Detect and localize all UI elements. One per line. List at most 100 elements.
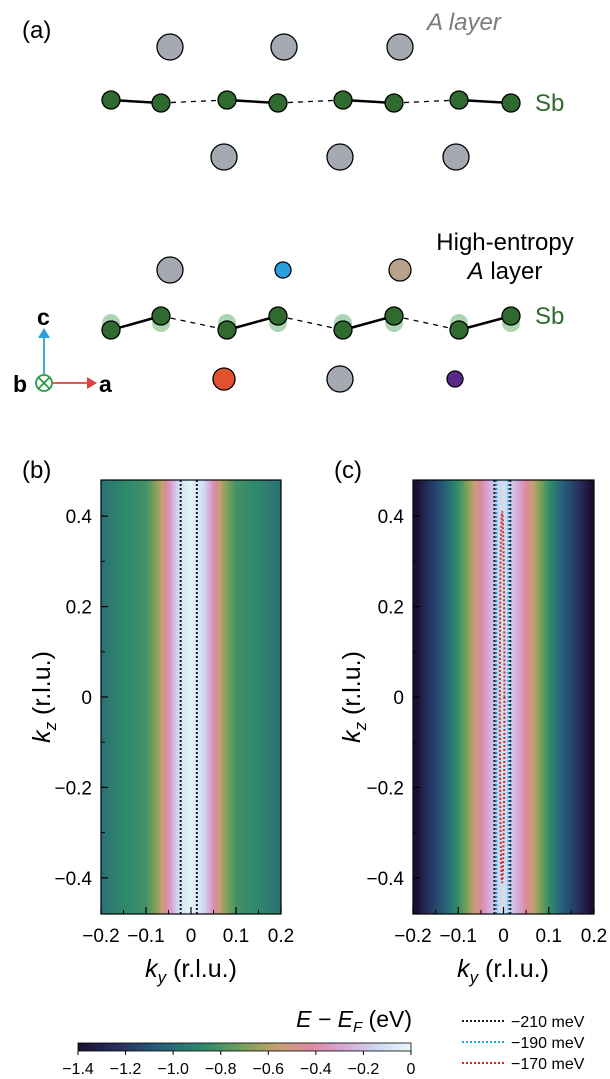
heatmap-cell <box>518 480 521 914</box>
heatmap-cell <box>177 480 180 914</box>
heatmap-cell <box>488 480 491 914</box>
heatmap-cell <box>126 480 129 914</box>
colorbar-tick-label: −0.4 <box>300 1061 332 1078</box>
heatmap-cell <box>254 480 257 914</box>
heatmap-cell <box>533 480 536 914</box>
heatmap-cell <box>173 480 176 914</box>
heatmap-cell <box>527 480 530 914</box>
heatmap-cell <box>150 480 153 914</box>
sb-atom <box>217 90 237 110</box>
heatmap-cell <box>590 480 594 914</box>
tan-atom <box>388 258 412 282</box>
legend-label: −210 meV <box>511 1014 585 1031</box>
heatmap-cell <box>215 480 218 914</box>
colorbar-tick-label: 0 <box>407 1061 416 1078</box>
heatmap-cell <box>477 480 480 914</box>
colorbar-tick-label: −1.2 <box>110 1061 142 1078</box>
heatmap-cell <box>170 480 173 914</box>
colorbar-ticks: −1.4 −1.2 −1.0 −0.8 −0.6 −0.4 −0.2 0 <box>62 1051 416 1078</box>
heatmap-cell <box>159 480 162 914</box>
heatmap-cell <box>420 480 423 914</box>
heatmap-cell <box>511 480 514 914</box>
heatmap-cell <box>530 480 533 914</box>
heatmap-cell <box>252 480 255 914</box>
heatmap-cell <box>446 480 449 914</box>
axis-b-label: b <box>13 371 27 397</box>
heatmap-cell <box>438 480 441 914</box>
heatmap-cell <box>462 480 465 914</box>
heatmap-cell <box>132 480 135 914</box>
sb-atom <box>333 320 353 340</box>
heatmap-cell <box>512 480 515 914</box>
heatmap-cell <box>432 480 435 914</box>
heatmap-cell <box>566 480 569 914</box>
x-tick-label: −0.1 <box>127 926 165 947</box>
heatmap-cell <box>201 480 204 914</box>
heatmap-cell <box>228 480 231 914</box>
heatmap-cell <box>269 480 272 914</box>
y-tick-label: 0.4 <box>66 507 93 528</box>
heatmap-cell <box>189 480 192 914</box>
heatmap-cell <box>210 480 213 914</box>
axis-a-label: a <box>99 371 112 397</box>
heatmap-cell <box>182 480 185 914</box>
he-atoms-upper <box>156 256 412 284</box>
heatmap-cell <box>192 480 195 914</box>
x-tick-label: 0.1 <box>536 926 562 947</box>
heatmap-cell <box>134 480 137 914</box>
heatmap-cell <box>204 480 207 914</box>
heatmap-cell <box>107 480 110 914</box>
heatmap-cell <box>234 480 237 914</box>
heatmap-cell <box>458 480 461 914</box>
sb-label-bottom: Sb <box>535 303 564 330</box>
heatmap-cell <box>562 480 565 914</box>
heatmap-cell <box>141 480 144 914</box>
heatmap-cell <box>257 480 260 914</box>
heatmap-cell <box>554 480 557 914</box>
heatmap-cell <box>521 480 524 914</box>
heatmap-cell <box>532 480 535 914</box>
heatmap-cell <box>426 480 429 914</box>
heatmap-cell <box>568 480 571 914</box>
he-atoms-lower <box>212 365 464 393</box>
heatmap-cell <box>565 480 568 914</box>
small-purple-atom <box>446 370 464 388</box>
top-a-atoms-upper <box>156 33 414 61</box>
heatmap-cell <box>542 480 545 914</box>
heatmap-cell <box>206 480 209 914</box>
sb-atom <box>217 320 237 340</box>
heatmap-cell <box>592 480 594 914</box>
heatmap-cell <box>165 480 168 914</box>
heatmap-cell <box>545 480 548 914</box>
colorbar-label: E − EF (eV) <box>296 1006 412 1036</box>
heatmap-cell <box>471 480 474 914</box>
heatmap-cell <box>467 480 470 914</box>
heatmap-cell <box>441 480 444 914</box>
heatmap-cell <box>485 480 488 914</box>
heatmap-cell <box>422 480 425 914</box>
x-tick-label: 0 <box>498 926 509 947</box>
heatmap-cell <box>461 480 464 914</box>
heatmap-cell <box>146 480 149 914</box>
heatmap-cell <box>419 480 422 914</box>
colorbar-gradient <box>77 1042 412 1052</box>
heatmap-cell <box>449 480 452 914</box>
heatmap-cell <box>255 480 258 914</box>
heatmap-cell <box>243 480 246 914</box>
y-tick-label: −0.2 <box>54 778 92 799</box>
small-cyan-atom <box>274 261 292 279</box>
panel-c-label: (c) <box>334 457 362 484</box>
heatmap-cell <box>440 480 443 914</box>
ticks-c: −0.2 −0.1 0 0.1 0.2 0.4 0.2 0 −0.2 −0.4 <box>366 507 607 947</box>
heatmap-cell <box>529 480 532 914</box>
heatmap-cell <box>225 480 228 914</box>
heatmap-cell <box>245 480 248 914</box>
heatmap-cell <box>246 480 249 914</box>
heatmap-cell <box>444 480 447 914</box>
heatmap-cell <box>152 480 155 914</box>
ylabel-b: kz (r.l.u.) <box>28 651 60 743</box>
heatmap-cell <box>236 480 239 914</box>
heatmap-cell <box>517 480 520 914</box>
heatmap-cell <box>237 480 240 914</box>
heatmap-cell <box>276 480 279 914</box>
